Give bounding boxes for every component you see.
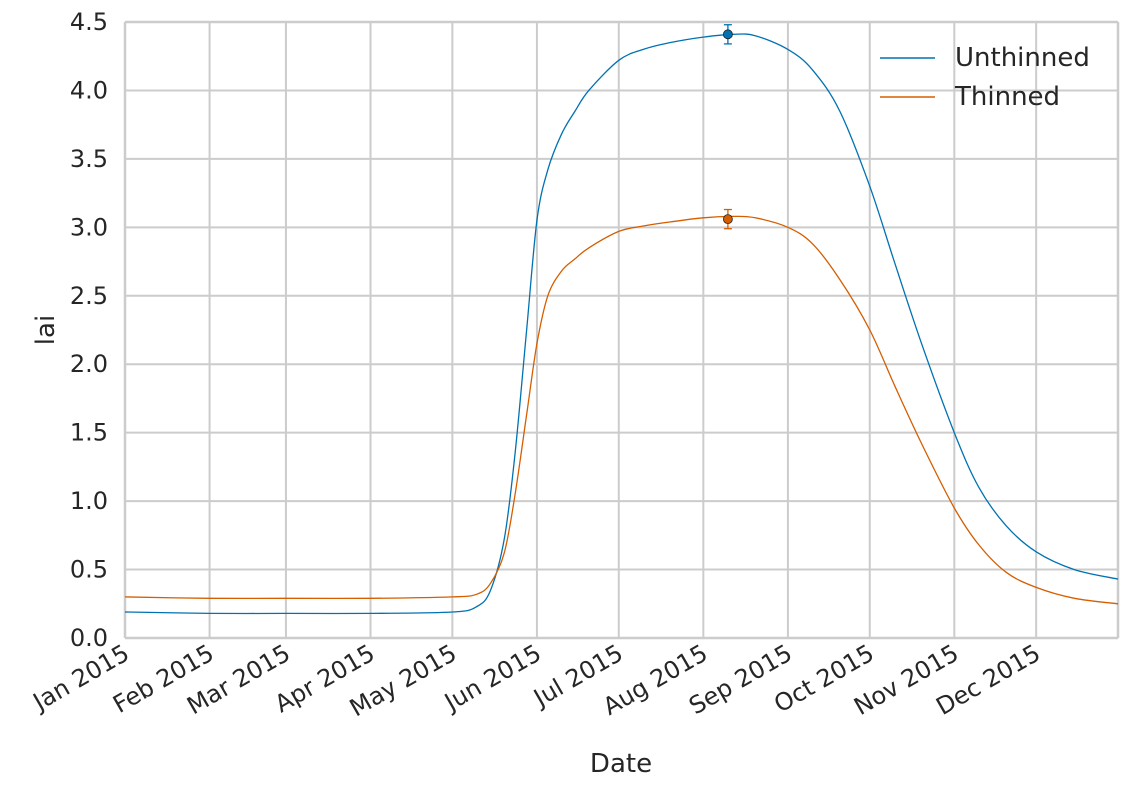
observation-layer bbox=[722, 24, 733, 230]
grid-layer bbox=[125, 22, 1118, 638]
y-tick-label: 4.0 bbox=[70, 76, 108, 104]
y-tick-label: 2.5 bbox=[70, 282, 108, 310]
y-tick-label: 3.0 bbox=[70, 213, 108, 241]
series-layer bbox=[124, 33, 1119, 615]
y-tick-label: 2.0 bbox=[70, 350, 108, 378]
y-tick-label: 4.5 bbox=[70, 8, 108, 36]
series-line-unthinned bbox=[124, 33, 1119, 615]
y-tick-label: 0.0 bbox=[70, 624, 108, 652]
legend: Unthinned Thinned bbox=[880, 43, 1090, 112]
x-axis-label: Date bbox=[590, 749, 652, 779]
y-tick-label: 3.5 bbox=[70, 145, 108, 173]
series-line-thinned bbox=[124, 215, 1119, 605]
y-tick-labels: 0.0 0.5 1.0 1.5 2.0 2.5 3.0 3.5 4.0 4.5 bbox=[70, 8, 108, 652]
observation-point-thinned bbox=[722, 214, 733, 225]
observation-point-unthinned bbox=[722, 29, 733, 40]
x-tick-label: Jun 2015 bbox=[438, 639, 546, 717]
y-tick-label: 1.5 bbox=[70, 419, 108, 447]
y-tick-label: 1.0 bbox=[70, 487, 108, 515]
legend-label-thinned: Thinned bbox=[954, 82, 1060, 112]
y-axis-label: lai bbox=[31, 315, 61, 345]
axes-layer bbox=[123, 20, 1120, 640]
legend-label-unthinned: Unthinned bbox=[955, 43, 1090, 73]
y-tick-label: 0.5 bbox=[70, 556, 108, 584]
